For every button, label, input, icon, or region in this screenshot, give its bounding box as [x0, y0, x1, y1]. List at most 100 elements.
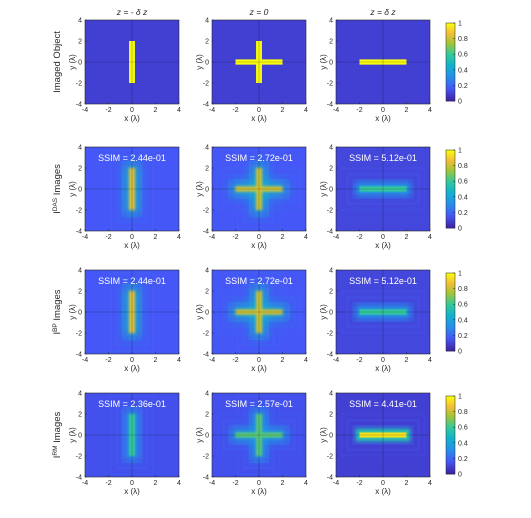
y-tick-label: -4 — [203, 352, 209, 359]
ssim-label: SSIM = 2.57e-01 — [225, 399, 293, 409]
colorbar-tick-label: 0.2 — [458, 210, 468, 217]
y-axis-label: y (λ) — [319, 304, 328, 320]
panel-r3-c0: -4 -2 0 2 4 -4 -2 0 2 4 x (λ) y (λ) SSIM = 2.36e-01 — [68, 391, 181, 497]
x-tick-label: -4 — [333, 480, 339, 487]
y-tick-label: 0 — [329, 310, 333, 317]
colorbar-tick-label: 0.8 — [458, 409, 468, 416]
x-tick-label: -4 — [209, 107, 215, 114]
y-tick-label: 0 — [78, 60, 82, 67]
x-tick-label: -4 — [209, 357, 215, 364]
x-tick-label: 2 — [405, 107, 409, 114]
x-tick-label: 0 — [130, 357, 134, 364]
x-tick-label: -2 — [356, 107, 362, 114]
y-tick-label: -4 — [76, 352, 82, 359]
x-tick-label: -2 — [232, 357, 238, 364]
colorbar-tick-label: 0 — [458, 472, 462, 479]
panel-r1-c0: -4 -2 0 2 4 -4 -2 0 2 4 x (λ) y (λ) SSIM = 2.44e-01 — [68, 145, 181, 251]
object-shape — [256, 41, 262, 83]
colorbar-tick-label: 0.8 — [458, 36, 468, 43]
x-tick-label: -4 — [209, 234, 215, 241]
colorbar-tick-label: 0.6 — [458, 302, 468, 309]
x-tick-label: 2 — [405, 234, 409, 241]
x-tick-label: 0 — [257, 234, 261, 241]
y-tick-label: 0 — [329, 187, 333, 194]
y-tick-label: 0 — [329, 433, 333, 440]
column-title: z = δ z — [369, 7, 396, 17]
panel-r0-c2: -4 -2 0 2 4 -4 -2 0 2 4 x (λ) y (λ) — [319, 18, 432, 124]
x-tick-label: -2 — [232, 234, 238, 241]
colorbar-tick-label: 1 — [458, 148, 462, 155]
core — [235, 291, 283, 333]
x-tick-label: 0 — [381, 357, 385, 364]
core — [129, 168, 135, 210]
y-tick-label: 4 — [205, 145, 209, 152]
colorbar-tick-label: 0.4 — [458, 67, 468, 74]
colorbar-tick-label: 0.8 — [458, 286, 468, 293]
x-axis-label: x (λ) — [375, 241, 391, 250]
x-tick-label: -4 — [333, 234, 339, 241]
x-tick-label: 2 — [405, 357, 409, 364]
x-tick-label: 4 — [304, 107, 308, 114]
y-tick-label: 4 — [78, 18, 82, 25]
y-tick-label: 4 — [205, 268, 209, 275]
colorbar-tick-label: 0.4 — [458, 440, 468, 447]
x-axis-label: x (λ) — [124, 487, 140, 496]
ssim-label: SSIM = 5.12e-01 — [349, 153, 417, 163]
colorbar-tick-label: 0 — [458, 349, 462, 356]
colorbar-tick-label: 0.6 — [458, 425, 468, 432]
ringing — [110, 272, 154, 352]
x-axis-label: x (λ) — [375, 487, 391, 496]
y-tick-label: 2 — [329, 166, 333, 173]
y-tick-label: 0 — [78, 187, 82, 194]
row-label: Imaged Object — [52, 31, 63, 93]
row-label: IBP Images — [52, 289, 64, 334]
x-tick-label: -4 — [82, 234, 88, 241]
y-tick-label: 2 — [205, 289, 209, 296]
x-axis-label: x (λ) — [251, 241, 267, 250]
x-tick-label: -4 — [333, 107, 339, 114]
x-tick-label: -2 — [356, 480, 362, 487]
y-tick-label: 0 — [205, 187, 209, 194]
x-axis-label: x (λ) — [251, 364, 267, 373]
colorbar-frame — [445, 149, 456, 229]
colorbar-tick-label: 1 — [458, 394, 462, 401]
x-tick-label: 4 — [304, 234, 308, 241]
y-axis-label: y (λ) — [68, 54, 77, 70]
y-axis-label: y (λ) — [68, 427, 77, 443]
y-tick-label: -2 — [327, 454, 333, 461]
x-tick-label: -2 — [232, 480, 238, 487]
y-tick-label: 4 — [329, 268, 333, 275]
core — [359, 186, 407, 192]
y-tick-label: -2 — [327, 331, 333, 338]
x-tick-label: 4 — [177, 234, 181, 241]
y-tick-label: -2 — [76, 331, 82, 338]
panel-r2-c1: -4 -2 0 2 4 -4 -2 0 2 4 x (λ) y (λ) SSIM = 2.72e-01 — [195, 268, 308, 374]
y-tick-label: -2 — [327, 208, 333, 215]
x-tick-label: 4 — [428, 480, 432, 487]
x-tick-label: 4 — [177, 480, 181, 487]
x-tick-label: 0 — [257, 357, 261, 364]
ssim-label: SSIM = 2.72e-01 — [225, 276, 293, 286]
y-tick-label: 0 — [78, 433, 82, 440]
y-tick-label: -2 — [203, 454, 209, 461]
x-tick-label: 0 — [130, 234, 134, 241]
colorbar-tick-label: 0.4 — [458, 317, 468, 324]
x-tick-label: -2 — [105, 234, 111, 241]
colorbar-r2: 0 0.2 0.4 0.6 0.8 1 — [445, 271, 468, 356]
y-tick-label: -4 — [76, 229, 82, 236]
x-tick-label: 2 — [405, 480, 409, 487]
x-tick-label: 0 — [381, 480, 385, 487]
y-axis-label: y (λ) — [68, 304, 77, 320]
object-shape — [359, 59, 407, 65]
y-tick-label: -2 — [203, 208, 209, 215]
panel-r2-c2: -4 -2 0 2 4 -4 -2 0 2 4 x (λ) y (λ) SSIM = 5.12e-01 — [319, 268, 432, 374]
y-tick-label: 4 — [329, 391, 333, 398]
colorbar-tick-label: 0.2 — [458, 456, 468, 463]
core — [235, 168, 283, 210]
x-tick-label: -2 — [232, 107, 238, 114]
x-tick-label: -2 — [356, 234, 362, 241]
x-tick-label: 2 — [154, 234, 158, 241]
x-tick-label: 2 — [281, 357, 285, 364]
y-tick-label: 0 — [205, 433, 209, 440]
